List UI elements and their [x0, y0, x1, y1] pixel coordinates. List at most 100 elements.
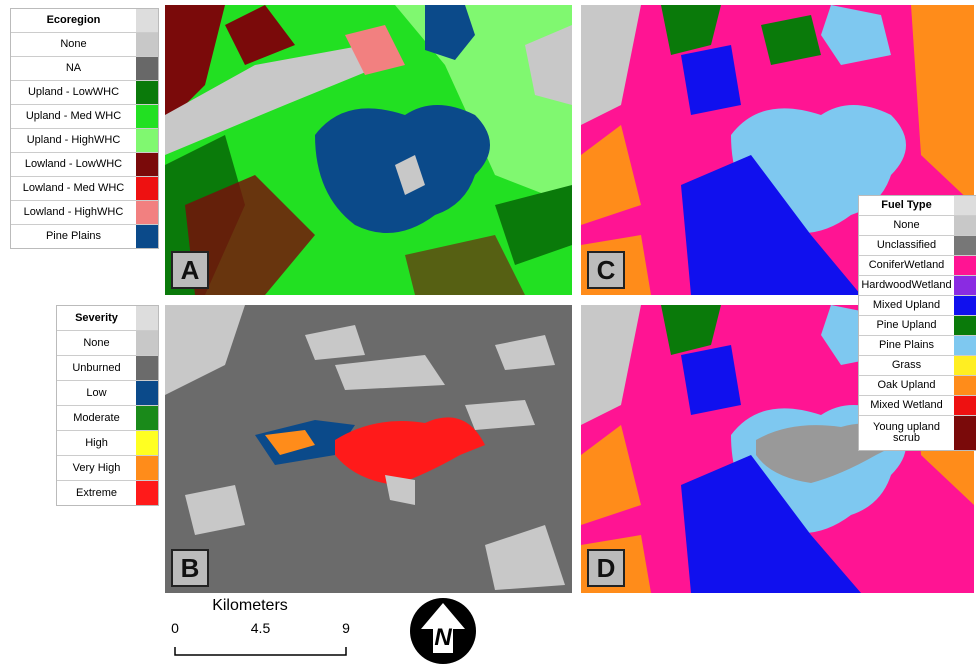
legend-item: Upland - LowWHC: [11, 80, 158, 104]
legend-swatch: [954, 336, 976, 355]
legend-label: Lowland - LowWHC: [11, 153, 136, 176]
legend-swatch: [136, 201, 158, 224]
legend-label: Pine Plains: [859, 336, 954, 355]
legend-swatch: [954, 356, 976, 375]
legend-swatch: [136, 225, 158, 248]
legend-swatch: [136, 105, 158, 128]
legend-label: Very High: [57, 456, 136, 480]
north-label: N: [434, 624, 452, 651]
legend-swatch: [136, 481, 158, 505]
map: [165, 5, 572, 295]
legend-label: Oak Upland: [859, 376, 954, 395]
legend-swatch: [136, 356, 158, 380]
legend-item: Very High: [57, 455, 158, 480]
legend-swatch: [954, 216, 976, 235]
legend-item: Mixed Upland: [859, 295, 976, 315]
legend-swatch: [136, 406, 158, 430]
legend-item: None: [859, 215, 976, 235]
legend-label: Moderate: [57, 406, 136, 430]
legend-item: Lowland - HighWHC: [11, 200, 158, 224]
legend-swatch: [954, 236, 976, 255]
legend-item: None: [11, 32, 158, 56]
panel-label: D: [587, 549, 625, 587]
legend-title: Fuel Type: [859, 196, 954, 215]
legend-label: Unclassified: [859, 236, 954, 255]
legend-label: Pine Plains: [11, 225, 136, 248]
legend-swatch-header: [136, 9, 158, 32]
legend-title: Severity: [57, 306, 136, 330]
legend-label: HardwoodWetland: [859, 276, 954, 295]
scale-line: [175, 647, 346, 655]
legend-item: None: [57, 330, 158, 355]
legend-swatch: [136, 33, 158, 56]
legend-item: NA: [11, 56, 158, 80]
legend-swatch: [136, 57, 158, 80]
legend-swatch: [136, 456, 158, 480]
legend-label: NA: [11, 57, 136, 80]
scale-tick-label: 0: [171, 620, 179, 636]
legend-item: High: [57, 430, 158, 455]
map-panel: A: [165, 5, 572, 295]
legend-label: Pine Upland: [859, 316, 954, 335]
scale-title: Kilometers: [212, 597, 288, 614]
legend-item: Unclassified: [859, 235, 976, 255]
legend-swatch: [954, 316, 976, 335]
legend-swatch: [136, 331, 158, 355]
legend-item: Mixed Wetland: [859, 395, 976, 415]
legend-swatch: [954, 296, 976, 315]
legend-item: Young upland scrub: [859, 415, 976, 450]
legend-item: Pine Plains: [11, 224, 158, 248]
legend-label: Lowland - HighWHC: [11, 201, 136, 224]
legend-label: None: [11, 33, 136, 56]
legend-label: Mixed Wetland: [859, 396, 954, 415]
legend-item: ConiferWetland: [859, 255, 976, 275]
legend-swatch: [954, 376, 976, 395]
north-arrow: N: [405, 595, 481, 664]
page: EcoregionNoneNAUpland - LowWHCUpland - M…: [0, 0, 976, 664]
legend-item: HardwoodWetland: [859, 275, 976, 295]
scale-tick-label: 4.5: [251, 620, 271, 636]
legend-item: Lowland - LowWHC: [11, 152, 158, 176]
scale-tick-label: 9: [342, 620, 350, 636]
legend-item: Grass: [859, 355, 976, 375]
legend-header: Ecoregion: [11, 9, 158, 32]
legend-label: Upland - HighWHC: [11, 129, 136, 152]
legend-label: ConiferWetland: [859, 256, 954, 275]
legend-label: Upland - LowWHC: [11, 81, 136, 104]
legend-swatch: [136, 81, 158, 104]
panel-label: C: [587, 251, 625, 289]
legend-swatch: [136, 153, 158, 176]
legend-item: Low: [57, 380, 158, 405]
legend-label: Upland - Med WHC: [11, 105, 136, 128]
legend-swatch: [954, 276, 976, 295]
panel-label: B: [171, 549, 209, 587]
legend-swatch: [954, 416, 976, 450]
legend-label: Grass: [859, 356, 954, 375]
legend-label: Low: [57, 381, 136, 405]
legend-label: Extreme: [57, 481, 136, 505]
legend-title: Ecoregion: [11, 9, 136, 32]
legend-label: Lowland - Med WHC: [11, 177, 136, 200]
panel-label: A: [171, 251, 209, 289]
legend-swatch: [136, 431, 158, 455]
legend-swatch: [954, 256, 976, 275]
legend-swatch: [136, 381, 158, 405]
map-panel: B: [165, 305, 572, 593]
legend-item: Oak Upland: [859, 375, 976, 395]
legend-swatch-header: [136, 306, 158, 330]
legend-swatch: [136, 129, 158, 152]
legend-item: Upland - HighWHC: [11, 128, 158, 152]
legend-label: Mixed Upland: [859, 296, 954, 315]
legend-header: Fuel Type: [859, 196, 976, 215]
legend-label: None: [57, 331, 136, 355]
legend-item: Moderate: [57, 405, 158, 430]
legend-label: High: [57, 431, 136, 455]
legend-swatch-header: [954, 196, 976, 215]
legend-item: Upland - Med WHC: [11, 104, 158, 128]
legend-item: Unburned: [57, 355, 158, 380]
legend-label: None: [859, 216, 954, 235]
map: [165, 305, 572, 593]
